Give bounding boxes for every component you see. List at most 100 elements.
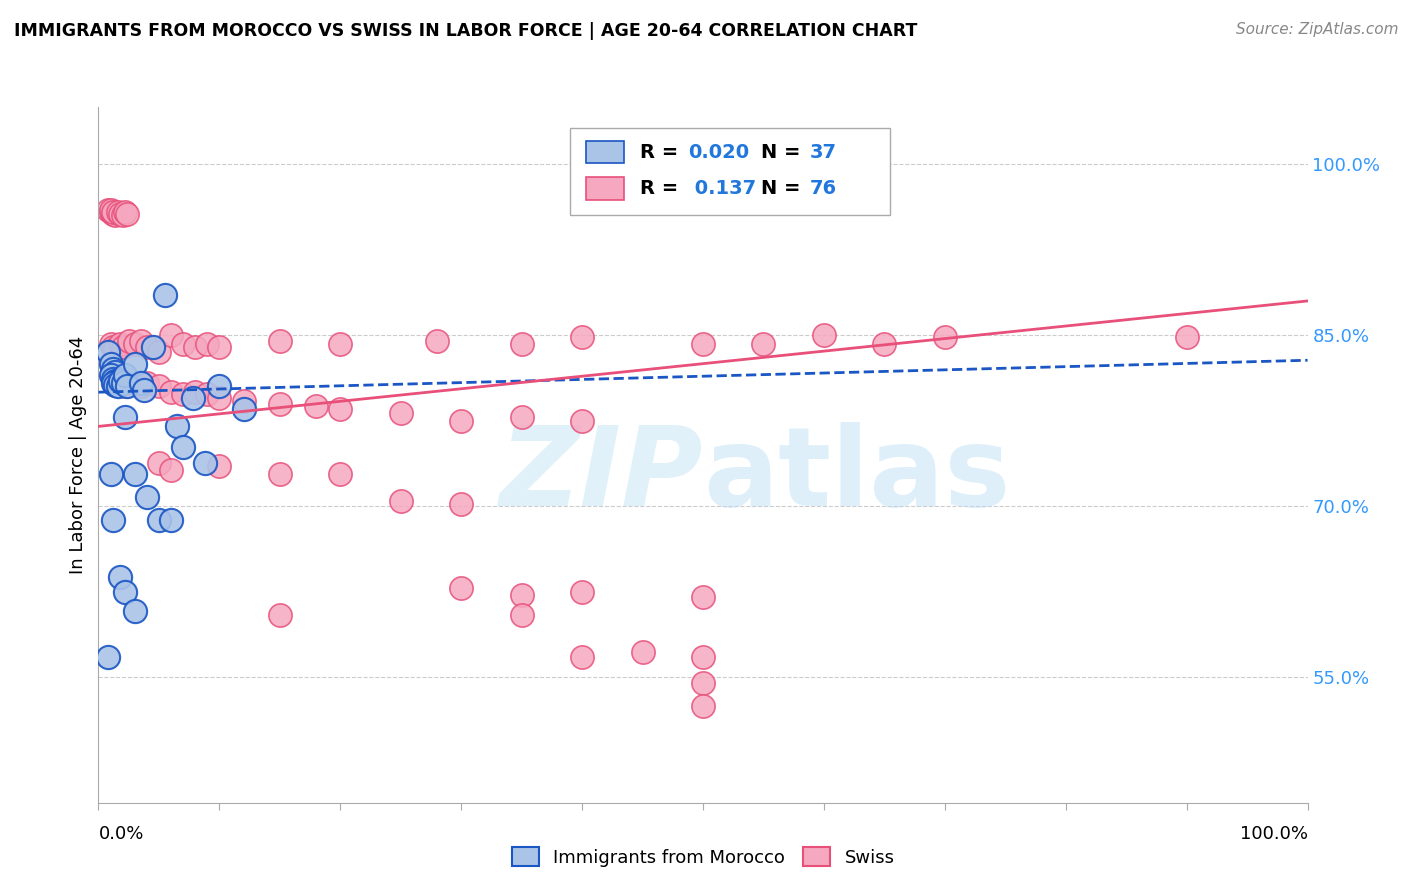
Y-axis label: In Labor Force | Age 20-64: In Labor Force | Age 20-64 bbox=[69, 335, 87, 574]
Point bbox=[195, 387, 218, 401]
Point bbox=[208, 459, 231, 474]
Text: IMMIGRANTS FROM MOROCCO VS SWISS IN LABOR FORCE | AGE 20-64 CORRELATION CHART: IMMIGRANTS FROM MOROCCO VS SWISS IN LABO… bbox=[14, 22, 918, 40]
Point bbox=[172, 440, 194, 454]
FancyBboxPatch shape bbox=[569, 128, 890, 215]
Point bbox=[934, 330, 956, 344]
Point bbox=[389, 406, 412, 420]
Point bbox=[148, 345, 170, 359]
Point bbox=[104, 374, 127, 388]
Point bbox=[232, 394, 254, 409]
Point bbox=[329, 467, 352, 482]
Point bbox=[181, 391, 204, 405]
Point bbox=[269, 607, 291, 622]
Point bbox=[114, 584, 136, 599]
Point bbox=[108, 570, 131, 584]
Point bbox=[104, 378, 127, 392]
Point bbox=[873, 337, 896, 351]
Point bbox=[184, 340, 207, 354]
Point bbox=[100, 368, 122, 382]
Text: N =: N = bbox=[761, 143, 807, 161]
Text: 0.137: 0.137 bbox=[689, 179, 756, 198]
Point bbox=[142, 340, 165, 354]
Point bbox=[100, 202, 122, 217]
Point bbox=[571, 330, 593, 344]
Point bbox=[101, 207, 124, 221]
Point bbox=[172, 337, 194, 351]
Point bbox=[160, 513, 183, 527]
Point bbox=[111, 340, 134, 354]
Point bbox=[813, 328, 835, 343]
Point bbox=[104, 365, 127, 379]
Point bbox=[129, 379, 152, 393]
Point bbox=[692, 591, 714, 605]
Point bbox=[166, 419, 188, 434]
Text: 100.0%: 100.0% bbox=[1240, 825, 1308, 843]
Point bbox=[510, 588, 533, 602]
Point bbox=[101, 205, 124, 219]
Point bbox=[101, 362, 124, 376]
Point bbox=[269, 467, 291, 482]
Point bbox=[124, 357, 146, 371]
Point bbox=[153, 288, 176, 302]
Point bbox=[114, 410, 136, 425]
Point bbox=[104, 342, 127, 356]
Point bbox=[692, 698, 714, 713]
Point bbox=[101, 371, 124, 385]
Point bbox=[148, 379, 170, 393]
Point bbox=[571, 414, 593, 428]
Point bbox=[1175, 330, 1198, 344]
Point bbox=[97, 649, 120, 664]
Point bbox=[124, 604, 146, 618]
Point bbox=[450, 582, 472, 596]
Point bbox=[692, 676, 714, 690]
Point bbox=[135, 490, 157, 504]
Text: atlas: atlas bbox=[703, 422, 1011, 529]
Point bbox=[692, 649, 714, 664]
Point bbox=[148, 456, 170, 470]
Text: 76: 76 bbox=[810, 179, 837, 198]
Point bbox=[107, 205, 129, 219]
Point bbox=[510, 410, 533, 425]
Point bbox=[104, 208, 127, 222]
Point bbox=[160, 463, 183, 477]
Point bbox=[124, 376, 146, 390]
FancyBboxPatch shape bbox=[586, 141, 624, 163]
Point bbox=[450, 497, 472, 511]
Legend: Immigrants from Morocco, Swiss: Immigrants from Morocco, Swiss bbox=[505, 840, 901, 874]
Point bbox=[100, 205, 122, 219]
Point bbox=[184, 385, 207, 400]
Point bbox=[269, 396, 291, 410]
Point bbox=[426, 334, 449, 348]
Point bbox=[108, 374, 131, 388]
Point bbox=[194, 456, 217, 470]
Point bbox=[571, 649, 593, 664]
Point bbox=[692, 337, 714, 351]
Point bbox=[510, 607, 533, 622]
Point bbox=[129, 334, 152, 348]
Text: 37: 37 bbox=[810, 143, 837, 161]
Point bbox=[101, 340, 124, 354]
Text: R =: R = bbox=[640, 179, 685, 198]
Point bbox=[208, 391, 231, 405]
Point bbox=[172, 387, 194, 401]
Point bbox=[329, 337, 352, 351]
Text: ZIP: ZIP bbox=[499, 422, 703, 529]
Point bbox=[114, 368, 136, 382]
Text: N =: N = bbox=[761, 179, 807, 198]
Point bbox=[111, 376, 134, 390]
Point bbox=[510, 337, 533, 351]
Point bbox=[450, 414, 472, 428]
Point bbox=[148, 513, 170, 527]
Point bbox=[117, 207, 139, 221]
Text: Source: ZipAtlas.com: Source: ZipAtlas.com bbox=[1236, 22, 1399, 37]
Point bbox=[101, 376, 124, 390]
Point bbox=[117, 379, 139, 393]
Point bbox=[752, 337, 775, 351]
Point bbox=[129, 376, 152, 390]
Point bbox=[134, 383, 156, 397]
Point bbox=[100, 467, 122, 482]
Text: R =: R = bbox=[640, 143, 685, 161]
Point bbox=[160, 385, 183, 400]
Point bbox=[389, 493, 412, 508]
Point bbox=[97, 202, 120, 217]
